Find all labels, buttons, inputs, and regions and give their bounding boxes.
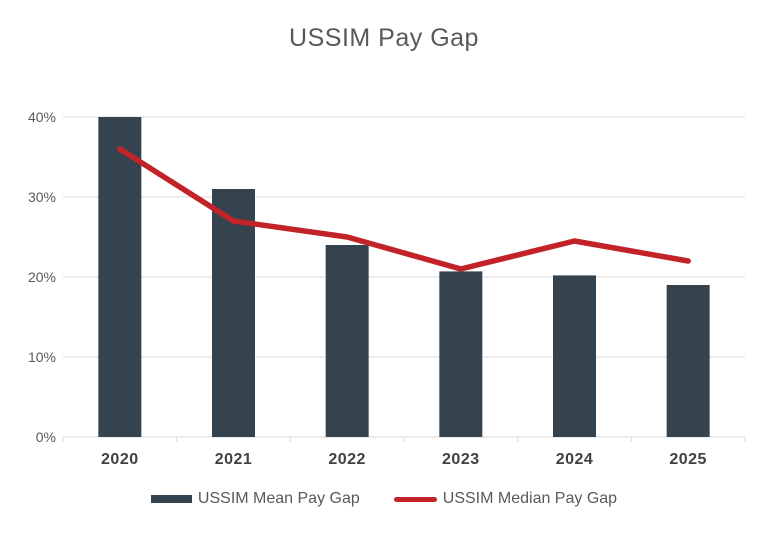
bar-2025 xyxy=(666,285,710,437)
ytick-label-20%: 20% xyxy=(28,269,56,285)
median-line xyxy=(117,146,691,272)
mean-series-swatch xyxy=(150,495,192,503)
xtick-label-2025: 2025 xyxy=(669,451,707,468)
xtick-label-2023: 2023 xyxy=(442,451,480,468)
xtick-label-2020: 2020 xyxy=(101,451,139,468)
bar-2024 xyxy=(553,275,596,437)
bar-2022 xyxy=(325,245,369,437)
ytick-label-40%: 40% xyxy=(28,109,56,125)
bar-2023 xyxy=(439,271,483,437)
ytick-label-0%: 0% xyxy=(36,429,56,445)
ytick-label-30%: 30% xyxy=(28,189,56,205)
legend: USSIM Mean Pay Gap USSIM Median Pay Gap xyxy=(0,490,768,508)
median-series-swatch xyxy=(393,496,437,502)
bar-2020 xyxy=(98,117,142,437)
xtick-label-2024: 2024 xyxy=(556,451,594,468)
median-series-label: USSIM Median Pay Gap xyxy=(442,490,618,507)
ytick-label-10%: 10% xyxy=(28,349,56,365)
mean-series-label: USSIM Mean Pay Gap xyxy=(197,490,360,507)
xtick-label-2021: 2021 xyxy=(215,451,253,468)
xtick-label-2022: 2022 xyxy=(328,451,366,468)
bar-2021 xyxy=(212,189,255,437)
legend-item-mean: USSIM Mean Pay Gap xyxy=(150,490,360,508)
chart-title: USSIM Pay Gap xyxy=(289,24,479,52)
legend-item-median: USSIM Median Pay Gap xyxy=(393,490,618,508)
